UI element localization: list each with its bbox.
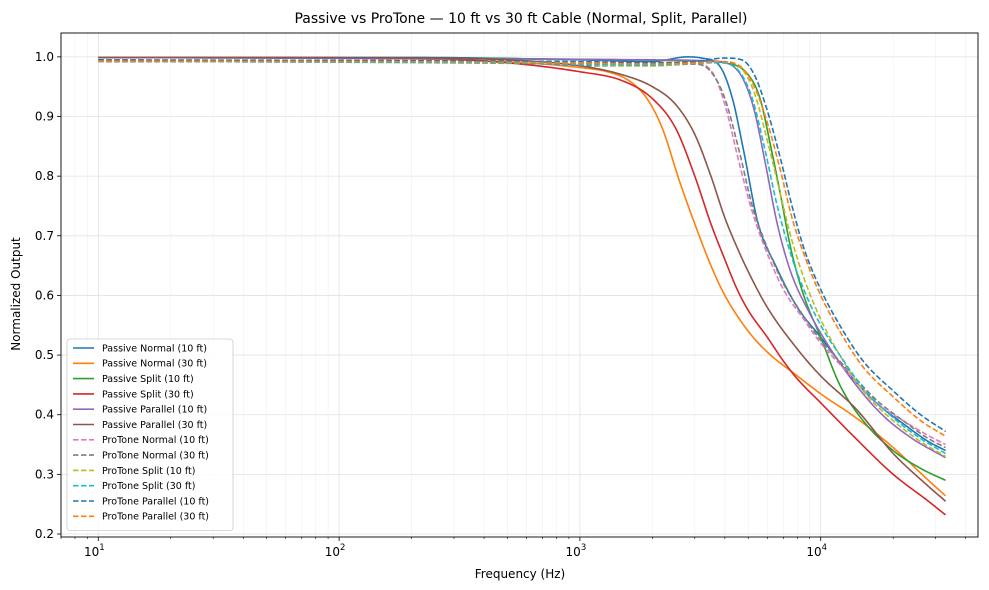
legend-label: Passive Normal (30 ft) <box>102 359 207 370</box>
y-tick-label: 0.6 <box>35 288 54 302</box>
series-line-10 <box>98 60 946 455</box>
axis-ticks: 101 102 103 104 0.2 0.3 0.4 0.5 0.6 0.7 0.8 0.9 1.0 <box>35 50 966 559</box>
legend-label: ProTone Split (10 ft) <box>102 466 195 477</box>
y-tick-label: 1.0 <box>35 50 54 64</box>
legend-label: ProTone Normal (30 ft) <box>102 451 209 462</box>
y-tick-label: 0.3 <box>35 467 54 481</box>
y-tick-label: 0.9 <box>35 110 54 124</box>
y-axis-label: Normalized Output <box>9 237 23 351</box>
y-tick-label: 0.2 <box>35 527 54 541</box>
x-tick-label: 102 <box>325 543 346 559</box>
legend-label: Passive Normal (10 ft) <box>102 343 207 354</box>
legend: Passive Normal (10 ft) Passive Normal (30… <box>66 338 234 532</box>
x-tick-label: 103 <box>566 543 587 559</box>
legend-label: ProTone Normal (10 ft) <box>102 435 209 446</box>
y-tick-label: 0.5 <box>35 348 54 362</box>
plot-series <box>98 56 947 516</box>
legend-label: Passive Split (30 ft) <box>102 389 194 400</box>
legend-box <box>66 338 234 532</box>
series-line-12 <box>98 60 946 437</box>
plot-frame <box>60 32 979 538</box>
x-axis-label: Frequency (Hz) <box>475 567 566 581</box>
legend-label: Passive Parallel (10 ft) <box>102 405 207 416</box>
legend-label: ProTone Parallel (30 ft) <box>102 512 209 523</box>
legend-label: Passive Split (10 ft) <box>102 374 194 385</box>
legend-label: ProTone Parallel (10 ft) <box>102 496 209 507</box>
x-tick-label: 104 <box>806 543 827 559</box>
x-tick-label: 101 <box>84 543 105 559</box>
legend-label: ProTone Split (30 ft) <box>102 481 195 492</box>
series-line-11 <box>98 57 947 433</box>
y-tick-label: 0.8 <box>35 169 54 183</box>
series-line-4 <box>98 56 947 516</box>
y-tick-label: 0.7 <box>35 229 54 243</box>
legend-label: Passive Parallel (30 ft) <box>102 420 207 431</box>
y-tick-label: 0.4 <box>35 408 54 422</box>
chart-title: Passive vs ProTone — 10 ft vs 30 ft Cabl… <box>294 11 747 27</box>
